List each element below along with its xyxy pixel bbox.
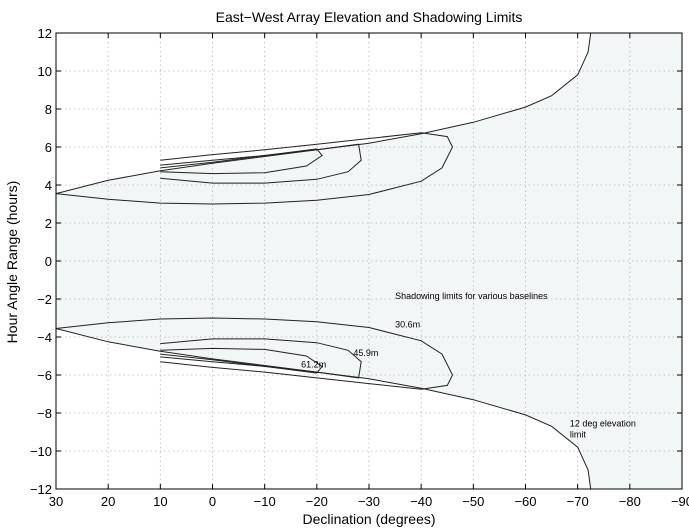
- y-tick-label: 4: [45, 178, 52, 193]
- annotation-text: Shadowing limits for various baselines: [395, 291, 548, 301]
- y-tick-label: 12: [38, 26, 52, 41]
- annotation-text: limit: [570, 430, 586, 440]
- x-tick-label: −20: [306, 494, 328, 509]
- shadowing-curve-30-6m-upper: [55, 132, 454, 205]
- x-tick-label: 20: [101, 494, 115, 509]
- x-tick-label: −40: [410, 494, 432, 509]
- y-tick-label: 8: [45, 102, 52, 117]
- y-tick-label: 6: [45, 140, 52, 155]
- y-tick-label: −8: [37, 406, 52, 421]
- annotation-text: 30.6m: [395, 320, 420, 330]
- y-tick-label: −4: [37, 330, 52, 345]
- y-tick-label: −10: [30, 444, 52, 459]
- x-tick-label: −70: [567, 494, 589, 509]
- y-tick-label: −6: [37, 368, 52, 383]
- elevation-limit-curve-lower: [55, 328, 592, 490]
- shadowing-curve-45-9m-lower: [160, 338, 362, 379]
- shadowing-curve-45-9m-upper: [160, 143, 362, 184]
- x-tick-label: −50: [462, 494, 484, 509]
- y-tick-label: 10: [38, 64, 52, 79]
- elevation-limit-curve-upper: [55, 32, 592, 195]
- annotation-text: 12 deg elevation: [570, 418, 636, 428]
- x-axis-label: Declination (degrees): [302, 511, 435, 527]
- y-tick-label: −2: [37, 292, 52, 307]
- y-tick-label: 2: [45, 216, 52, 231]
- x-tick-label: 30: [49, 494, 63, 509]
- y-tick-label: −12: [30, 482, 52, 497]
- annotation-text: 45.9m: [353, 348, 378, 358]
- plot-area: 3020100−10−20−30−40−50−60−70−80−90121086…: [30, 26, 689, 509]
- x-tick-label: −60: [514, 494, 536, 509]
- x-tick-label: 10: [153, 494, 167, 509]
- y-axis-label: Hour Angle Range (hours): [4, 181, 20, 344]
- shadowing-curve-30-6m-lower: [55, 317, 454, 390]
- x-tick-label: −30: [358, 494, 380, 509]
- y-tick-label: 0: [45, 254, 52, 269]
- x-tick-label: −80: [619, 494, 641, 509]
- annotation-text: 61.2m: [301, 359, 326, 369]
- shadowing-curve-61-2m-lower: [160, 347, 323, 374]
- x-tick-label: −10: [254, 494, 276, 509]
- shadowing-curve-61-2m-upper: [160, 148, 323, 175]
- x-tick-label: −90: [671, 494, 689, 509]
- x-tick-label: 0: [209, 494, 216, 509]
- chart-title: East−West Array Elevation and Shadowing …: [216, 9, 523, 25]
